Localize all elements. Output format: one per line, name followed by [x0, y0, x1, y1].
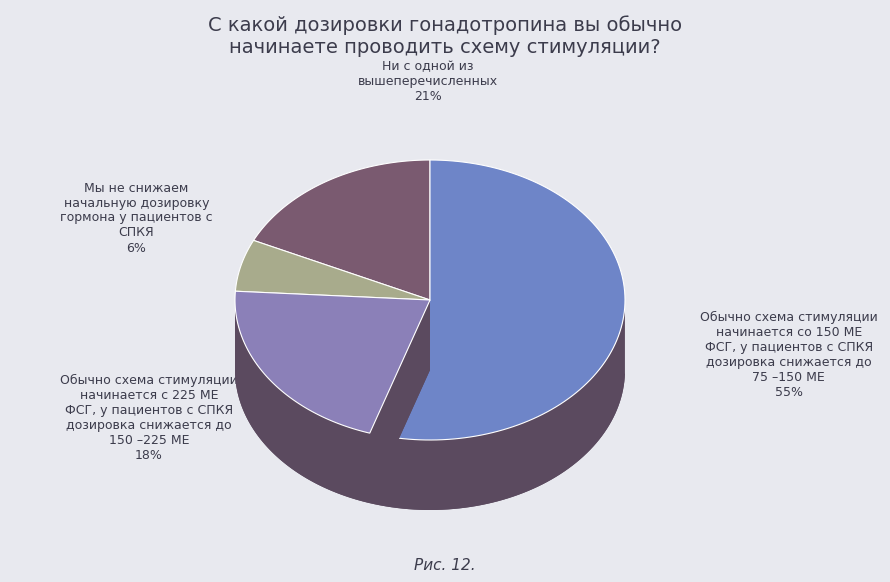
Text: Рис. 12.: Рис. 12. — [414, 558, 476, 573]
Polygon shape — [369, 370, 625, 510]
Polygon shape — [369, 160, 625, 440]
Polygon shape — [235, 291, 430, 433]
Text: Обычно схема стимуляции
начинается с 225 МЕ
ФСГ, у пациентов с СПКЯ
дозировка сн: Обычно схема стимуляции начинается с 225… — [60, 374, 238, 462]
Polygon shape — [254, 160, 430, 300]
Polygon shape — [235, 370, 430, 503]
Text: С какой дозировки гонадотропина вы обычно
начинаете проводить схему стимуляции?: С какой дозировки гонадотропина вы обычн… — [208, 15, 682, 56]
Polygon shape — [369, 300, 430, 503]
Text: Мы не снижаем
начальную дозировку
гормона у пациентов с
СПКЯ
6%: Мы не снижаем начальную дозировку гормон… — [60, 182, 213, 254]
Polygon shape — [369, 304, 625, 510]
Polygon shape — [235, 240, 430, 300]
Polygon shape — [369, 300, 430, 503]
Polygon shape — [235, 300, 369, 503]
Text: Ни с одной из
вышеперечисленных
21%: Ни с одной из вышеперечисленных 21% — [358, 60, 498, 103]
Text: Обычно схема стимуляции
начинается со 150 МЕ
ФСГ, у пациентов с СПКЯ
дозировка с: Обычно схема стимуляции начинается со 15… — [700, 311, 878, 399]
